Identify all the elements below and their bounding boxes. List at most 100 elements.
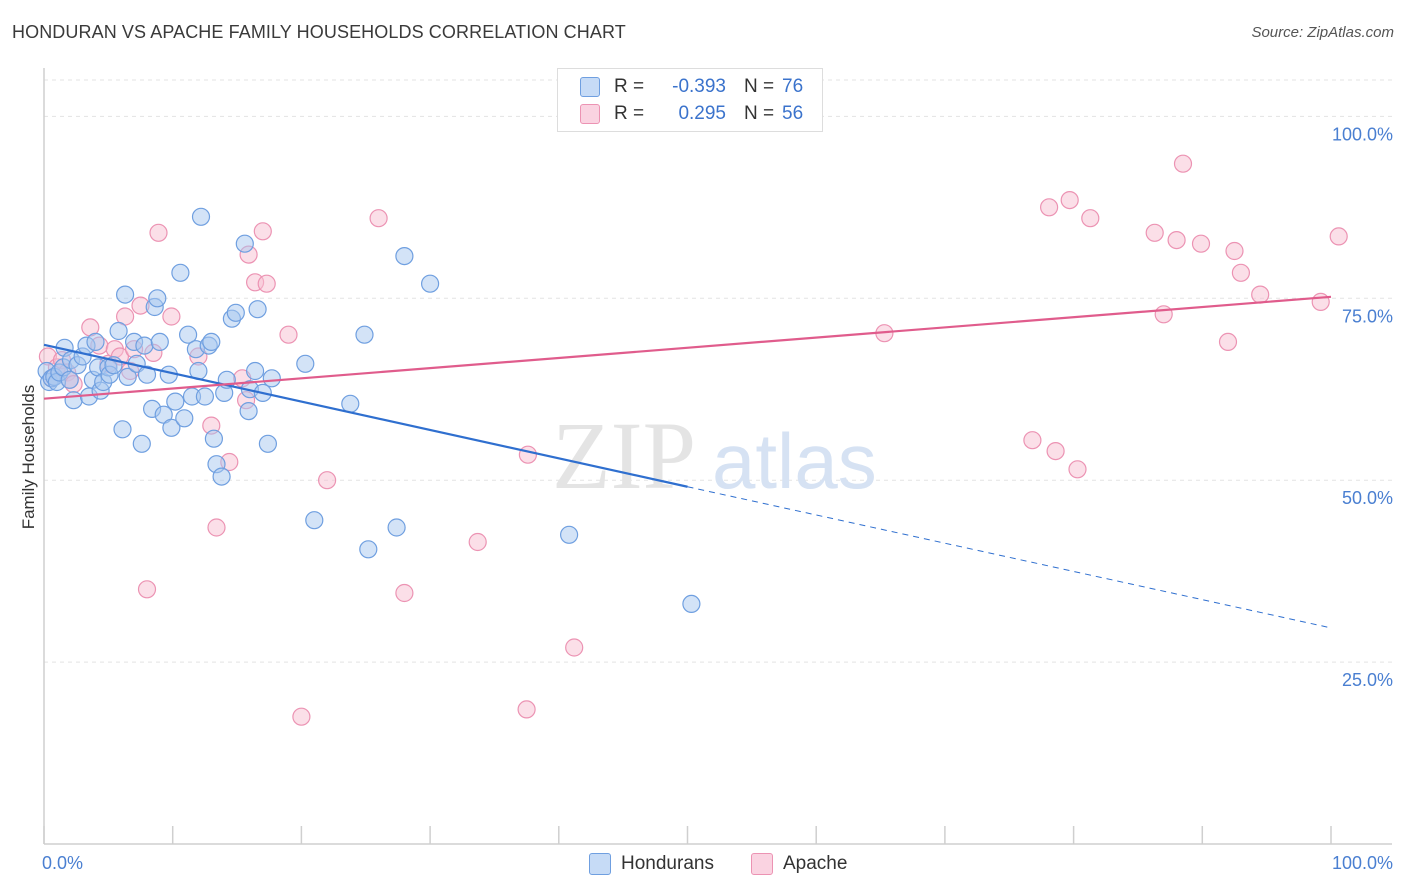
watermark-zip: ZIP [552, 402, 696, 509]
r-value-apache: 0.295 [678, 103, 726, 124]
r-label: R = [614, 76, 645, 97]
hondurans-point [162, 418, 181, 437]
hondurans-point [171, 263, 190, 282]
tick-labels: 100.0% 75.0% 50.0% 25.0% 0.0% 100.0% [42, 124, 1393, 873]
apache-point [1023, 431, 1042, 450]
hondurans-point [235, 234, 254, 253]
y-tick-label: 25.0% [1342, 670, 1393, 690]
legend-row-hondurans: R = -0.393 N = 76 [580, 74, 803, 100]
apache-point [1311, 292, 1330, 311]
hondurans-point [296, 354, 315, 373]
apache-point [253, 222, 272, 241]
y-tick-label: 100.0% [1332, 124, 1393, 144]
n-label: N = [744, 76, 775, 97]
y-tick-label: 50.0% [1342, 488, 1393, 508]
apache-point [1251, 285, 1270, 304]
bottom-legend-hondurans: Hondurans [589, 852, 714, 876]
hondurans-point [682, 594, 701, 614]
hondurans-point [60, 370, 79, 389]
hondurans-point [135, 336, 154, 355]
n-label: N = [744, 103, 775, 124]
hondurans-point [137, 365, 157, 384]
apache-trend-line [43, 295, 1332, 400]
apache-point [1231, 263, 1251, 282]
hondurans-point [113, 420, 132, 439]
hondurans-point [359, 540, 378, 559]
hondurans-point [248, 300, 267, 319]
hondurans-point [421, 274, 440, 293]
apache-point [137, 580, 157, 599]
correlation-legend: R = -0.393 N = 76 R = 0.295 N = 56 [557, 68, 823, 132]
apache-point [1154, 305, 1173, 324]
apache-point [1068, 460, 1087, 479]
hondurans-point [175, 409, 194, 428]
apache-point [1167, 231, 1186, 250]
hondurans-point [191, 207, 211, 226]
r-label: R = [614, 103, 645, 124]
hondurans-point [148, 289, 167, 308]
axes [43, 68, 1392, 845]
apache-point [1145, 223, 1164, 242]
watermark: ZIP atlas [552, 402, 877, 509]
apache-swatch [580, 104, 600, 124]
apache-legend-swatch [751, 853, 773, 875]
apache-point [207, 518, 226, 537]
n-value-hondurans: 76 [782, 76, 804, 97]
hondurans-point [355, 325, 374, 344]
hondurans-point [258, 434, 277, 453]
hondurans-point [118, 367, 137, 386]
hondurans-point [395, 247, 414, 266]
hondurans-point [202, 332, 221, 351]
hondurans-point [115, 285, 135, 304]
hondurans-point [305, 511, 324, 530]
hondurans-trend-line [43, 343, 688, 488]
apache-point [1329, 227, 1348, 246]
r-value-hondurans: -0.393 [672, 76, 726, 97]
y-tick-label: 75.0% [1342, 306, 1393, 326]
apache-point [1218, 332, 1238, 351]
n-value-apache: 56 [782, 103, 804, 124]
apache-point [369, 209, 388, 228]
hondurans-point [212, 467, 231, 486]
y-axis-label: Family Households [19, 385, 38, 530]
apache-point [468, 532, 487, 552]
apache-point [149, 223, 168, 242]
hondurans-point [226, 303, 245, 322]
hondurans-point [387, 518, 406, 537]
apache-point [1046, 442, 1065, 461]
x-tick-label: 0.0% [42, 853, 83, 873]
apache-point [395, 583, 414, 603]
apache-point [518, 445, 538, 464]
hondurans-point [246, 361, 265, 381]
apache-point [257, 274, 276, 293]
hondurans-point [559, 525, 579, 544]
hondurans-points [37, 207, 701, 614]
hondurans-point [195, 387, 214, 406]
apache-point [1173, 154, 1193, 173]
hondurans-trend-extension [687, 486, 1332, 629]
apache-point [318, 471, 337, 490]
hondurans-legend-swatch [589, 853, 611, 875]
hondurans-point [166, 392, 185, 411]
hondurans-legend-label: Hondurans [621, 853, 714, 874]
apache-point [517, 700, 536, 719]
hondurans-swatch [580, 77, 600, 97]
chart-title: HONDURAN VS APACHE FAMILY HOUSEHOLDS COR… [12, 22, 626, 42]
apache-point [162, 307, 181, 326]
trend-lines [43, 295, 1332, 629]
hondurans-point [150, 332, 169, 351]
x-tick-label: 100.0% [1332, 853, 1393, 873]
hondurans-point [109, 321, 128, 341]
hondurans-point [239, 402, 258, 421]
chart-source: Source: ZipAtlas.com [1251, 24, 1394, 41]
apache-point [292, 707, 311, 726]
hondurans-point [341, 394, 360, 413]
apache-point [1191, 234, 1211, 253]
hondurans-point [204, 429, 223, 448]
hondurans-point [132, 434, 151, 453]
hondurans-point [179, 325, 198, 344]
watermark-atlas: atlas [712, 417, 877, 505]
hondurans-point [86, 332, 105, 351]
apache-point [1081, 209, 1100, 228]
